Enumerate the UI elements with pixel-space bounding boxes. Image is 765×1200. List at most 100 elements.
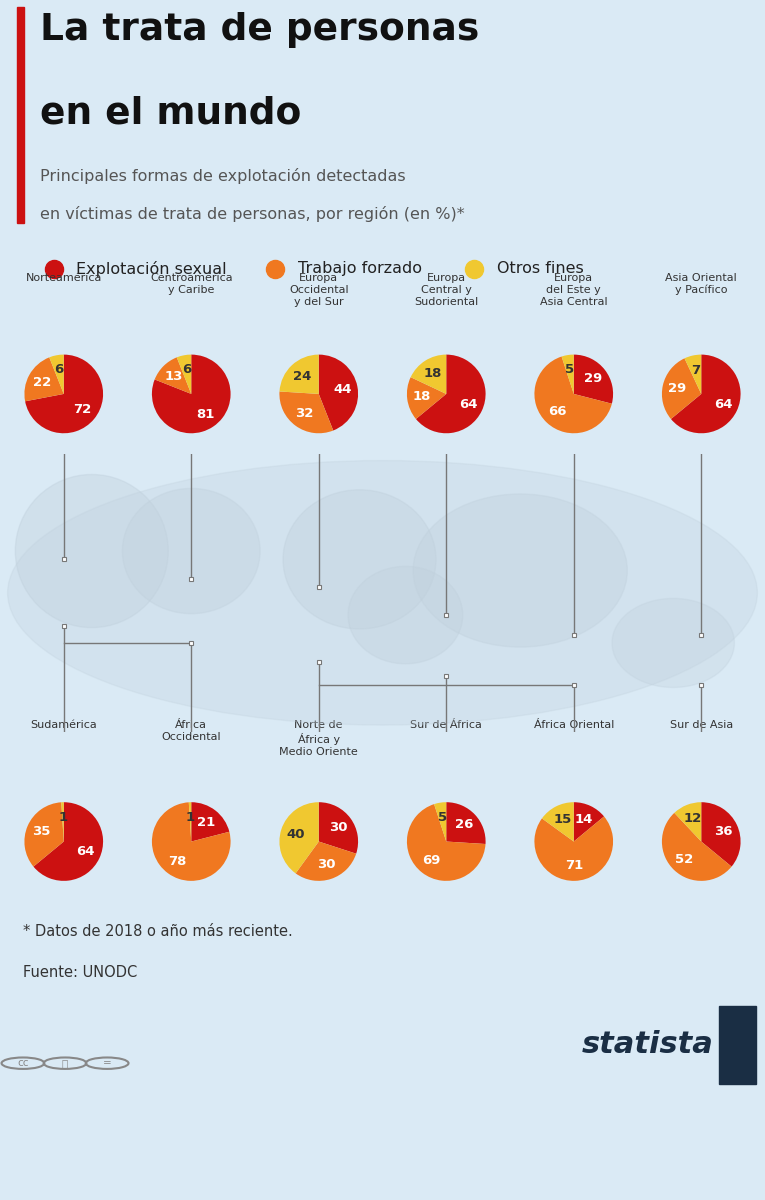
Text: Otros fines: Otros fines [497,262,584,276]
Wedge shape [535,816,613,881]
Wedge shape [446,803,486,844]
Text: * Datos de 2018 o año más reciente.: * Datos de 2018 o año más reciente. [23,924,293,940]
Text: 15: 15 [554,814,571,827]
Text: 26: 26 [455,818,474,832]
Text: África
Occidental: África Occidental [161,720,221,742]
Wedge shape [61,803,63,841]
Wedge shape [319,355,358,431]
Wedge shape [574,355,613,403]
Text: 64: 64 [714,398,733,410]
Text: 29: 29 [584,372,602,385]
Ellipse shape [612,599,734,688]
Text: 35: 35 [32,826,50,839]
Text: 72: 72 [73,403,92,416]
Wedge shape [24,358,63,401]
Text: 71: 71 [565,859,584,872]
Wedge shape [411,355,446,394]
Text: en víctimas de trata de personas, por región (en %)*: en víctimas de trata de personas, por re… [40,206,464,222]
Text: Europa
Central y
Sudoriental: Europa Central y Sudoriental [414,272,478,306]
Text: 30: 30 [317,858,336,871]
Wedge shape [177,355,191,394]
Text: Principales formas de explotación detectadas: Principales formas de explotación detect… [40,168,405,184]
Text: Europa
del Este y
Asia Central: Europa del Este y Asia Central [540,272,607,306]
Text: Sur de África: Sur de África [410,720,482,730]
Wedge shape [155,358,191,394]
Wedge shape [662,359,702,419]
Wedge shape [407,804,486,881]
Text: Centroamérica
y Caribe: Centroamérica y Caribe [150,272,233,294]
Ellipse shape [8,461,757,725]
Wedge shape [562,355,574,394]
Wedge shape [319,803,358,853]
Text: 18: 18 [424,367,442,380]
Text: 7: 7 [692,364,701,377]
Text: 44: 44 [334,383,352,396]
Wedge shape [416,355,486,433]
Wedge shape [295,841,356,881]
Ellipse shape [348,566,463,664]
Text: 66: 66 [548,406,566,419]
Ellipse shape [122,488,260,613]
Wedge shape [674,803,702,841]
Wedge shape [671,355,741,433]
Text: 24: 24 [293,370,311,383]
Ellipse shape [15,474,168,628]
Text: África Oriental: África Oriental [533,720,614,730]
Wedge shape [279,803,319,874]
Text: Sur de Asia: Sur de Asia [669,720,733,730]
Text: 69: 69 [422,854,441,868]
Wedge shape [34,803,103,881]
Text: cc: cc [17,1058,29,1068]
Text: 40: 40 [286,828,304,840]
Text: 22: 22 [33,376,51,389]
Text: 1: 1 [58,811,67,823]
Text: 18: 18 [413,390,431,403]
Wedge shape [702,803,741,866]
Text: Fuente: UNODC: Fuente: UNODC [23,965,137,980]
Wedge shape [542,803,574,841]
Text: 13: 13 [164,370,183,383]
Text: La trata de personas: La trata de personas [40,12,479,48]
Wedge shape [24,803,63,866]
Text: Explotación sexual: Explotación sexual [76,260,227,277]
Wedge shape [574,803,604,841]
Text: 30: 30 [329,821,348,834]
Wedge shape [407,377,446,419]
Text: 6: 6 [54,364,63,377]
Text: Sudamérica: Sudamérica [31,720,97,730]
Text: 36: 36 [714,824,733,838]
Text: 29: 29 [669,382,686,395]
Text: Europa
Occidental
y del Sur: Europa Occidental y del Sur [289,272,349,306]
Text: 12: 12 [683,812,702,826]
Bar [719,1006,756,1084]
Text: 6: 6 [182,364,191,377]
Wedge shape [279,391,334,433]
Bar [17,7,24,223]
Text: Norte de
África y
Medio Oriente: Norte de África y Medio Oriente [279,720,358,757]
Text: =: = [103,1058,112,1068]
Wedge shape [535,356,612,433]
Wedge shape [152,803,230,881]
Text: 64: 64 [459,398,477,410]
Text: 5: 5 [438,811,447,824]
Text: Trabajo forzado: Trabajo forzado [298,262,422,276]
Wedge shape [685,355,702,394]
Text: en el mundo: en el mundo [40,96,301,132]
Text: Norteamérica: Norteamérica [25,272,102,282]
Wedge shape [279,355,319,394]
Ellipse shape [283,490,436,629]
Text: 78: 78 [168,854,186,868]
Wedge shape [152,355,230,433]
Wedge shape [49,355,63,394]
Text: statista: statista [581,1030,713,1060]
Text: 21: 21 [197,816,215,829]
Wedge shape [191,803,230,841]
Text: 14: 14 [575,812,594,826]
Ellipse shape [413,494,627,647]
Text: ⓘ: ⓘ [62,1058,68,1068]
Text: Asia Oriental
y Pacífico: Asia Oriental y Pacífico [666,272,737,295]
Text: 1: 1 [186,811,195,823]
Wedge shape [189,803,191,841]
Wedge shape [662,812,731,881]
Text: 81: 81 [196,408,214,421]
